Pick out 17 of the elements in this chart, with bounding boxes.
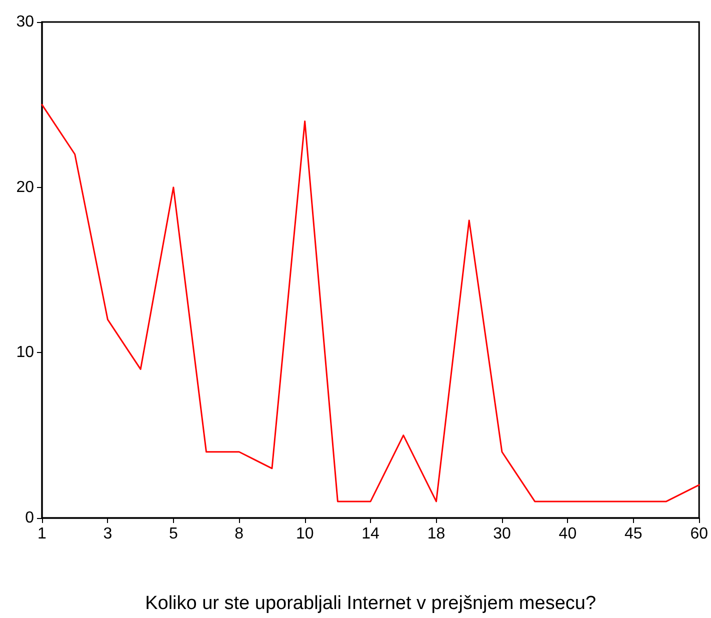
x-tick-label: 30 bbox=[493, 526, 511, 542]
x-tick-label: 10 bbox=[296, 526, 314, 542]
x-tick-label: 3 bbox=[103, 526, 112, 542]
x-tick-label: 1 bbox=[38, 526, 47, 542]
y-tick-label: 0 bbox=[25, 510, 34, 526]
x-tick-label: 40 bbox=[558, 526, 577, 542]
x-tick-label: 14 bbox=[362, 526, 380, 542]
x-tick-label: 45 bbox=[624, 526, 642, 542]
y-tick-label: 10 bbox=[16, 344, 34, 362]
line-series bbox=[41, 104, 700, 502]
x-tick-label: 18 bbox=[427, 526, 446, 542]
x-tick-label: 8 bbox=[234, 526, 244, 542]
x-axis-title: Koliko ur ste uporabljali Internet v prejšnjem mesecu? bbox=[145, 593, 596, 614]
y-tick-label: 30 bbox=[16, 14, 34, 30]
x-tick-label: 60 bbox=[690, 526, 708, 542]
x-tick-label: 5 bbox=[168, 526, 178, 542]
y-tick-label: 20 bbox=[16, 178, 34, 196]
